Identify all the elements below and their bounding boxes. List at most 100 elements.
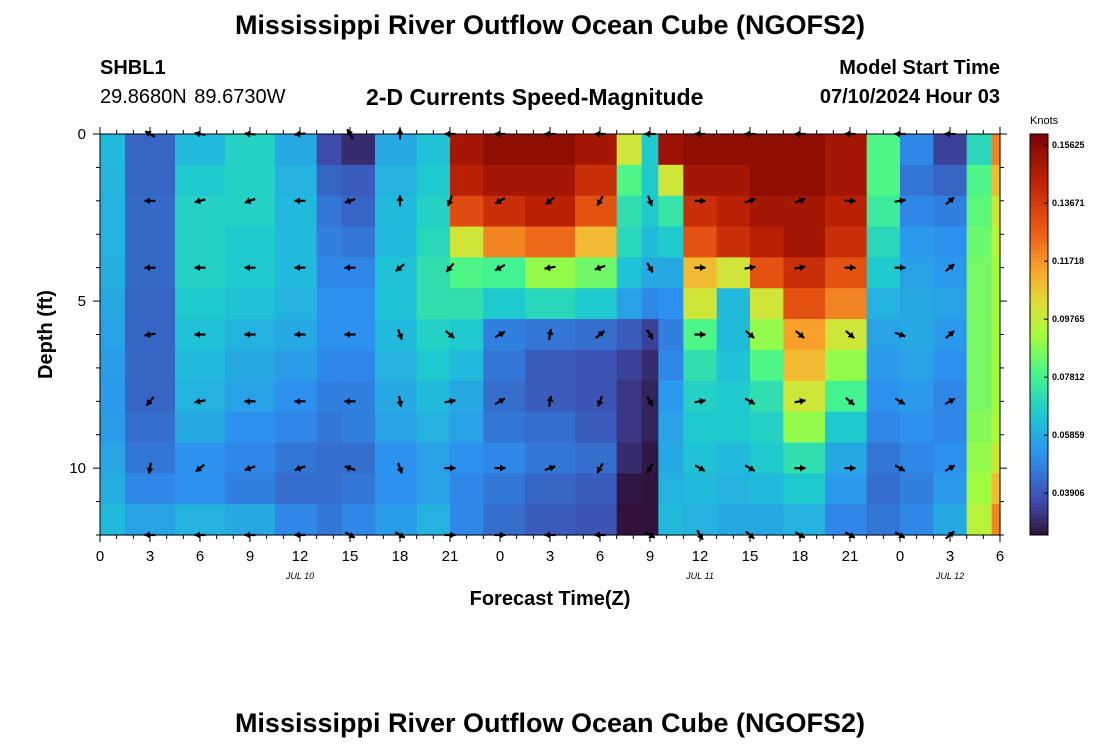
colorbar-segment bbox=[1030, 334, 1048, 340]
x-tick-label: 12 bbox=[292, 548, 309, 565]
colorbar-tick-label: 0.07812 bbox=[1052, 372, 1085, 382]
colorbar-segment bbox=[1030, 434, 1048, 440]
colorbar-segment bbox=[1030, 482, 1048, 488]
colorbar-segment bbox=[1030, 398, 1048, 404]
heatmap-cell bbox=[275, 288, 318, 320]
heatmap-cell bbox=[225, 411, 276, 444]
heatmap-cell bbox=[125, 164, 176, 197]
heatmap-cell bbox=[275, 134, 318, 166]
colorbar-segment bbox=[1030, 274, 1048, 279]
heatmap-cell bbox=[375, 134, 418, 166]
colorbar-segment bbox=[1030, 494, 1048, 500]
heatmap-cell bbox=[316, 349, 343, 382]
heatmap-cell bbox=[783, 257, 826, 289]
heatmap-cell bbox=[683, 411, 718, 444]
heatmap-cell bbox=[866, 442, 901, 474]
heatmap-cell bbox=[416, 380, 451, 413]
heatmap-cell bbox=[966, 504, 993, 536]
heatmap-cell bbox=[483, 288, 526, 320]
heatmap-cell bbox=[933, 134, 968, 166]
current-vector-arrow bbox=[646, 396, 654, 407]
heatmap-cell bbox=[341, 134, 376, 166]
heatmap-cell bbox=[866, 288, 901, 320]
heatmap-cell bbox=[616, 349, 643, 382]
colorbar-segment bbox=[1030, 390, 1048, 396]
colorbar-segment bbox=[1030, 222, 1048, 227]
y-tick-label: 10 bbox=[69, 460, 86, 477]
heatmap-cell bbox=[866, 319, 901, 351]
heatmap-cell bbox=[316, 257, 343, 289]
heatmap-cell bbox=[525, 504, 576, 536]
heatmap-cell bbox=[825, 257, 868, 289]
heatmap-cell bbox=[316, 473, 343, 505]
x-tick-label: 3 bbox=[146, 548, 154, 565]
heatmap-cell bbox=[933, 411, 968, 444]
heatmap-cell bbox=[450, 411, 484, 444]
colorbar-segment bbox=[1030, 382, 1048, 388]
heatmap-cell bbox=[341, 504, 376, 536]
heatmap-cell bbox=[658, 473, 684, 505]
heatmap-cells bbox=[100, 134, 1001, 536]
heatmap-cell bbox=[641, 411, 659, 444]
heatmap-cell bbox=[375, 226, 418, 258]
heatmap-cell bbox=[175, 134, 226, 166]
heatmap-cell bbox=[658, 288, 684, 320]
heatmap-cell bbox=[575, 473, 618, 505]
heatmap-cell bbox=[616, 473, 643, 505]
heatmap-cell bbox=[616, 442, 643, 474]
current-vector-arrow bbox=[396, 328, 404, 341]
heatmap-cell bbox=[825, 349, 868, 382]
heatmap-cell bbox=[416, 226, 451, 258]
current-vector-arrow bbox=[244, 464, 256, 472]
heatmap-cell bbox=[375, 411, 418, 444]
heatmap-cell bbox=[275, 473, 318, 505]
heatmap-cell bbox=[316, 288, 343, 320]
heatmap-cell bbox=[316, 134, 343, 166]
colorbar-segment bbox=[1030, 394, 1048, 400]
current-vector-arrow bbox=[844, 264, 856, 272]
heatmap-cell bbox=[966, 319, 993, 351]
colorbar-segment bbox=[1030, 506, 1048, 512]
heatmap-cell bbox=[450, 504, 484, 536]
heatmap-cell bbox=[658, 380, 684, 413]
heatmap-cell bbox=[275, 504, 318, 536]
heatmap-cell bbox=[966, 411, 993, 444]
heatmap-cell bbox=[525, 473, 576, 505]
heatmap-cell bbox=[616, 319, 643, 351]
heatmap-cell bbox=[825, 134, 868, 166]
current-vector-arrow bbox=[894, 397, 906, 406]
y-axis: 0 5 10 bbox=[69, 126, 1007, 536]
heatmap-cell bbox=[483, 195, 526, 228]
heatmap-cell bbox=[225, 288, 276, 320]
heatmap-cell bbox=[783, 195, 826, 228]
heatmap-cell bbox=[716, 411, 751, 444]
colorbar-segment bbox=[1030, 370, 1048, 376]
colorbar-segment bbox=[1030, 322, 1048, 327]
colorbar-segment bbox=[1030, 518, 1048, 524]
heatmap-cell bbox=[991, 380, 1001, 413]
heatmap-cell bbox=[616, 134, 643, 166]
colorbar-segment bbox=[1030, 166, 1048, 171]
current-vector-arrow bbox=[845, 396, 855, 406]
colorbar-segment bbox=[1030, 290, 1048, 295]
heatmap-cell bbox=[825, 164, 868, 197]
colorbar-segment bbox=[1030, 310, 1048, 315]
heatmap-cell bbox=[483, 226, 526, 258]
heatmap-cell bbox=[658, 349, 684, 382]
current-vector-arrow bbox=[344, 464, 356, 472]
heatmap-cell bbox=[866, 195, 901, 228]
colorbar-segment bbox=[1030, 146, 1048, 151]
colorbar-segment bbox=[1030, 282, 1048, 287]
station-id: SHBL1 bbox=[100, 57, 166, 79]
heatmap-cell bbox=[750, 164, 784, 197]
colorbar-segment bbox=[1030, 522, 1048, 528]
colorbar-segment bbox=[1030, 454, 1048, 460]
heatmap-cell bbox=[825, 380, 868, 413]
current-vector-arrow bbox=[344, 264, 356, 272]
heatmap-cell bbox=[341, 380, 376, 413]
colorbar-segment bbox=[1030, 150, 1048, 155]
colorbar-segment bbox=[1030, 438, 1048, 444]
date-label: JUL 11 bbox=[685, 571, 714, 581]
colorbar-segment bbox=[1030, 490, 1048, 496]
heatmap-cell bbox=[641, 226, 659, 258]
